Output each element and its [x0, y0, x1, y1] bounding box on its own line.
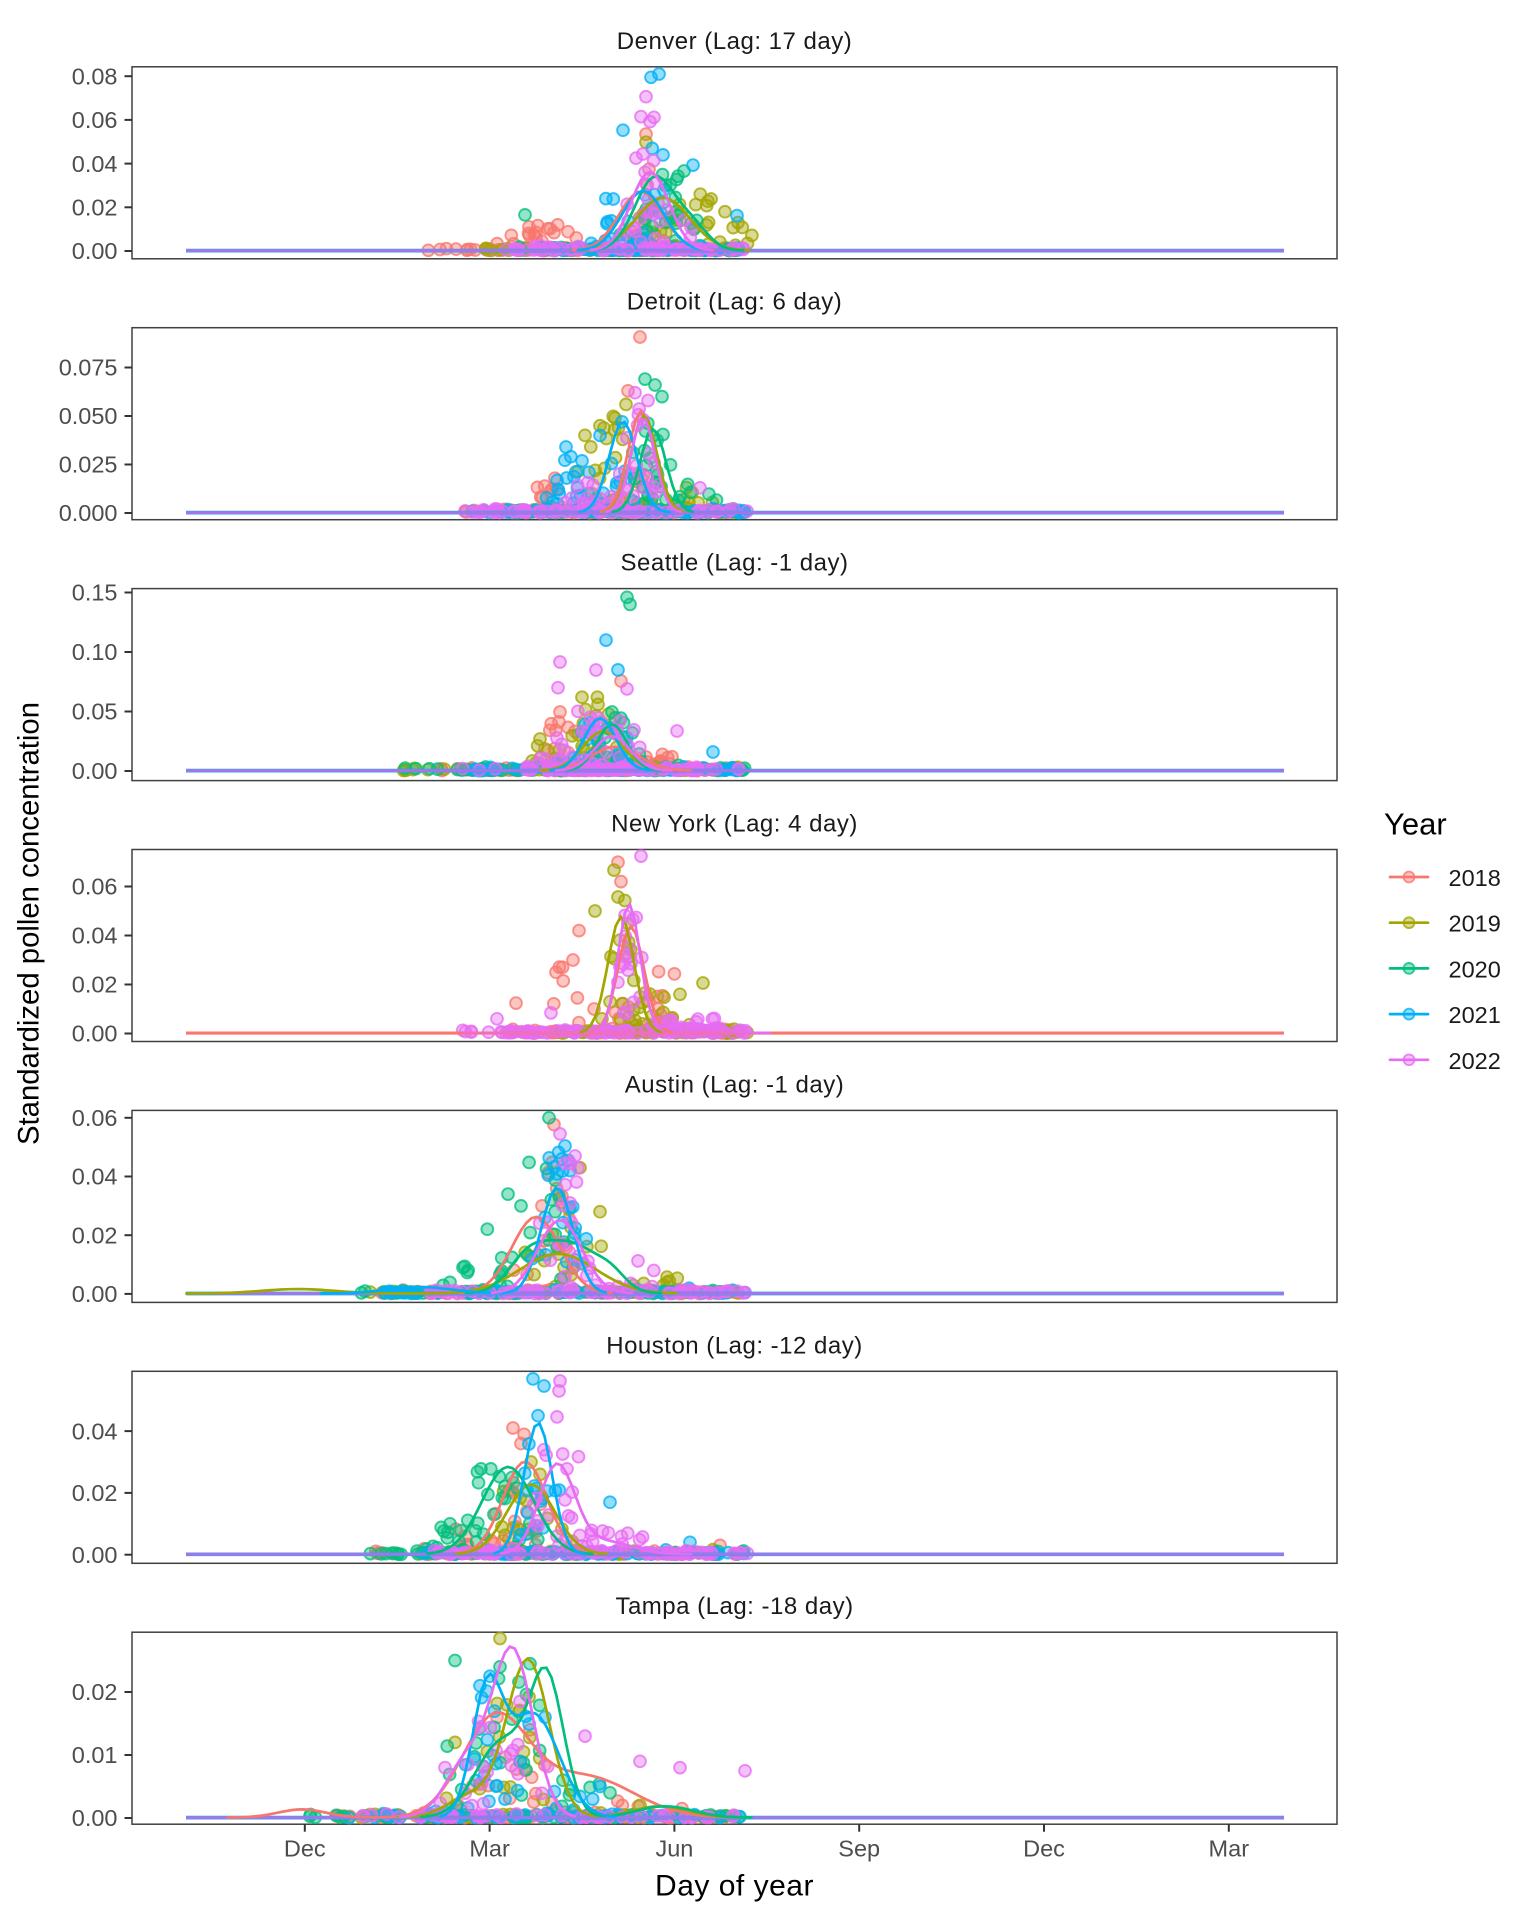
svg-text:0.06: 0.06	[72, 874, 118, 900]
svg-text:0.15: 0.15	[72, 580, 118, 606]
svg-text:2022: 2022	[1449, 1048, 1501, 1074]
svg-text:0.10: 0.10	[72, 639, 118, 665]
svg-text:Austin (Lag: -1 day): Austin (Lag: -1 day)	[625, 1071, 844, 1098]
svg-text:Denver (Lag: 17 day): Denver (Lag: 17 day)	[617, 28, 852, 55]
svg-text:Dec: Dec	[284, 1836, 326, 1862]
svg-text:Sep: Sep	[838, 1836, 880, 1862]
svg-text:0.00: 0.00	[72, 1021, 118, 1047]
svg-text:2019: 2019	[1449, 911, 1501, 937]
svg-text:Mar: Mar	[469, 1836, 510, 1862]
svg-text:0.04: 0.04	[72, 923, 118, 949]
svg-text:0.02: 0.02	[72, 1222, 118, 1248]
svg-text:Standardized pollen concentrat: Standardized pollen concentration	[13, 702, 46, 1145]
svg-text:0.000: 0.000	[59, 500, 118, 526]
svg-text:Year: Year	[1384, 807, 1447, 842]
svg-text:0.04: 0.04	[72, 151, 118, 177]
svg-text:0.04: 0.04	[72, 1418, 118, 1444]
svg-text:2020: 2020	[1449, 956, 1501, 982]
svg-text:0.08: 0.08	[72, 63, 118, 89]
svg-text:0.02: 0.02	[72, 972, 118, 998]
svg-text:Day of year: Day of year	[655, 1870, 814, 1903]
svg-text:0.06: 0.06	[72, 107, 118, 133]
svg-text:2021: 2021	[1449, 1002, 1501, 1028]
svg-text:0.02: 0.02	[72, 195, 118, 221]
svg-text:0.02: 0.02	[72, 1480, 118, 1506]
svg-text:0.00: 0.00	[72, 1542, 118, 1568]
svg-text:0.05: 0.05	[72, 699, 118, 725]
svg-text:0.00: 0.00	[72, 1805, 118, 1831]
svg-text:Houston (Lag: -12 day): Houston (Lag: -12 day)	[606, 1332, 862, 1359]
svg-text:Seattle (Lag: -1 day): Seattle (Lag: -1 day)	[621, 550, 849, 577]
svg-text:2018: 2018	[1449, 865, 1501, 891]
svg-text:New York (Lag: 4 day): New York (Lag: 4 day)	[611, 811, 858, 838]
svg-text:0.025: 0.025	[59, 452, 118, 478]
svg-text:0.00: 0.00	[72, 758, 118, 784]
svg-text:0.00: 0.00	[72, 238, 118, 264]
svg-text:0.02: 0.02	[72, 1679, 118, 1705]
svg-text:0.06: 0.06	[72, 1105, 118, 1131]
svg-text:0.075: 0.075	[59, 355, 118, 381]
svg-text:0.00: 0.00	[72, 1281, 118, 1307]
svg-text:Jun: Jun	[655, 1836, 693, 1862]
svg-text:Mar: Mar	[1209, 1836, 1250, 1862]
svg-text:0.01: 0.01	[72, 1742, 118, 1768]
svg-text:Tampa (Lag: -18 day): Tampa (Lag: -18 day)	[615, 1593, 853, 1620]
svg-text:Detroit (Lag: 6 day): Detroit (Lag: 6 day)	[627, 289, 842, 316]
svg-text:0.050: 0.050	[59, 403, 118, 429]
svg-text:0.04: 0.04	[72, 1164, 118, 1190]
svg-text:Dec: Dec	[1023, 1836, 1065, 1862]
